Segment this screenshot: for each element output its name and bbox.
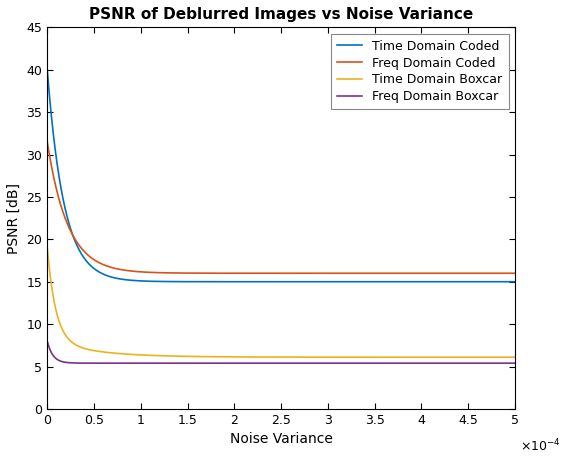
Freq Domain Coded (511, 270, 518, 276)
Freq Domain Boxcar (129, 360, 136, 366)
Freq Domain Coded (44, 139, 50, 145)
Freq Domain Boxcar (324, 360, 331, 366)
Time Domain Coded (44, 67, 50, 73)
Freq Domain Boxcar (429, 360, 435, 366)
Freq Domain Boxcar (393, 360, 400, 366)
Time Domain Coded (222, 279, 229, 285)
Time Domain Boxcar (222, 354, 229, 359)
Line: Freq Domain Coded: Freq Domain Coded (47, 142, 515, 273)
Time Domain Coded (129, 278, 136, 283)
Time Domain Boxcar (44, 244, 50, 250)
Time Domain Boxcar (129, 352, 136, 357)
Y-axis label: PSNR [dB]: PSNR [dB] (7, 183, 21, 254)
Time Domain Coded (428, 279, 435, 285)
Time Domain Boxcar (511, 354, 518, 360)
Freq Domain Coded (222, 270, 229, 276)
Title: PSNR of Deblurred Images vs Noise Variance: PSNR of Deblurred Images vs Noise Varian… (89, 7, 473, 22)
Freq Domain Coded (324, 270, 331, 276)
Freq Domain Coded (129, 269, 136, 274)
Freq Domain Boxcar (248, 360, 255, 366)
Line: Freq Domain Boxcar: Freq Domain Boxcar (47, 341, 515, 363)
Freq Domain Boxcar (222, 360, 229, 366)
Legend: Time Domain Coded, Freq Domain Coded, Time Domain Boxcar, Freq Domain Boxcar: Time Domain Coded, Freq Domain Coded, Ti… (331, 34, 509, 109)
Freq Domain Boxcar (511, 360, 518, 366)
Time Domain Coded (511, 279, 518, 285)
Freq Domain Boxcar (348, 360, 355, 366)
Time Domain Boxcar (348, 354, 355, 360)
Time Domain Coded (348, 279, 355, 285)
Time Domain Boxcar (324, 354, 331, 360)
Freq Domain Coded (348, 270, 355, 276)
Time Domain Coded (324, 279, 331, 285)
Freq Domain Coded (393, 270, 400, 276)
Line: Time Domain Boxcar: Time Domain Boxcar (47, 247, 515, 357)
Time Domain Boxcar (393, 354, 400, 360)
Time Domain Coded (393, 279, 400, 285)
Text: $\times10^{-4}$: $\times10^{-4}$ (519, 437, 560, 454)
Freq Domain Coded (428, 270, 435, 276)
Line: Time Domain Coded: Time Domain Coded (47, 70, 515, 282)
X-axis label: Noise Variance: Noise Variance (230, 432, 332, 446)
Freq Domain Boxcar (44, 338, 50, 344)
Time Domain Boxcar (428, 354, 435, 360)
